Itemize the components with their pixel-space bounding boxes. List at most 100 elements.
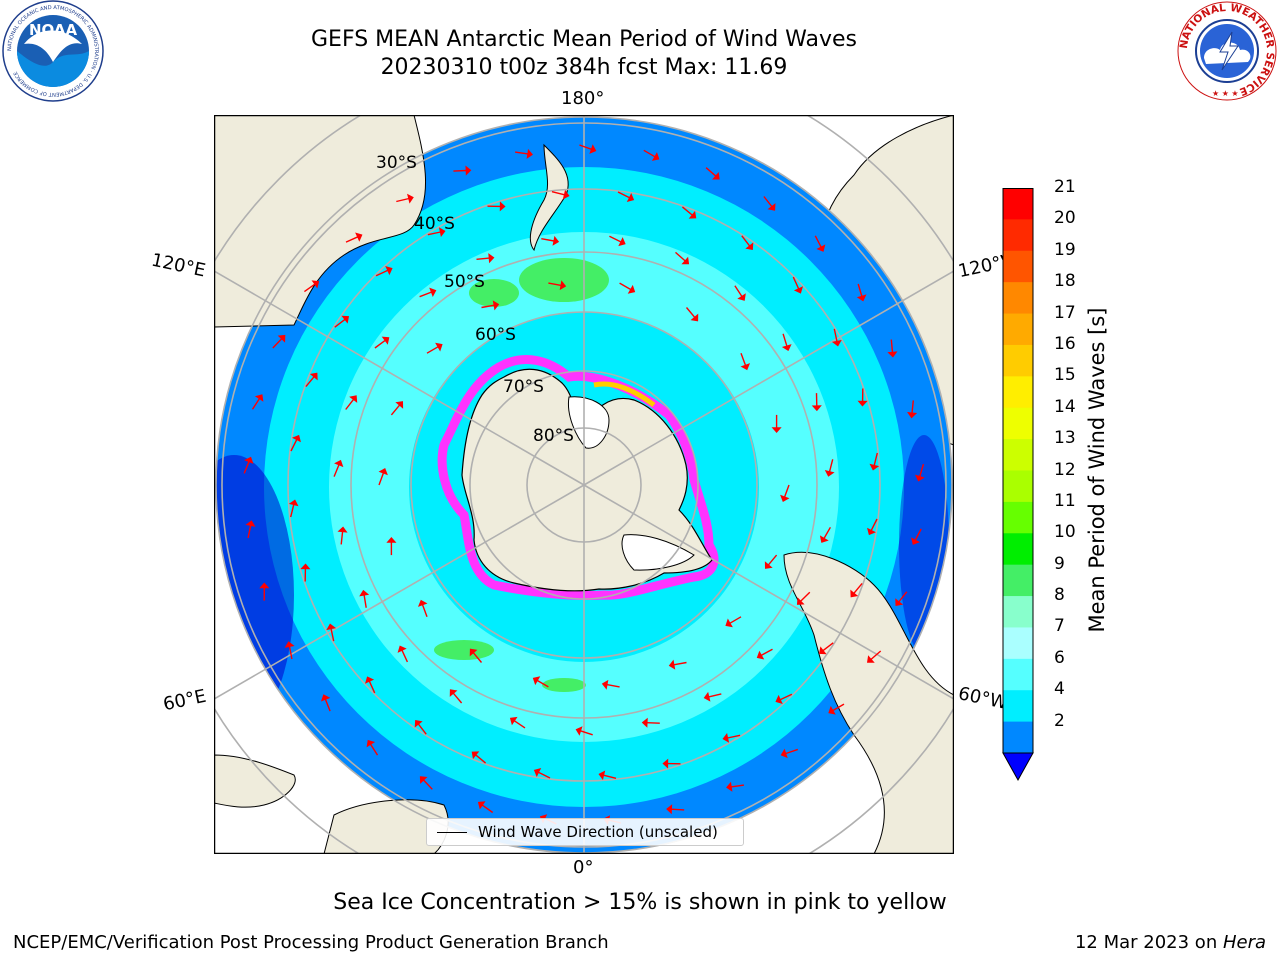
wind-wave-arrow-head xyxy=(764,561,773,569)
wind-wave-arrow-head xyxy=(740,363,751,371)
colorbar-tick-label: 12 xyxy=(1054,459,1076,480)
colorbar-block xyxy=(1003,470,1033,503)
wind-wave-arrow-shaft xyxy=(617,191,630,199)
wind-wave-arrow-head xyxy=(819,535,829,543)
wind-wave-arrow-shaft xyxy=(290,439,298,452)
wind-wave-arrow-head xyxy=(771,427,782,433)
wind-wave-arrow-shaft xyxy=(401,649,409,663)
wind-wave-arrow-shaft xyxy=(513,720,526,729)
wind-wave-arrow-shaft xyxy=(741,235,751,247)
wind-wave-arrow-head xyxy=(856,294,867,302)
colorbar-tick-label: 4 xyxy=(1054,679,1065,700)
wind-wave-arrow-shaft xyxy=(685,307,696,318)
wind-wave-arrow-shaft xyxy=(374,339,386,349)
wind-wave-arrow-head xyxy=(288,499,299,507)
wind-wave-arrow-head xyxy=(341,315,350,324)
colorbar-tick-label: 14 xyxy=(1054,396,1076,417)
wind-wave-arrow-head xyxy=(245,520,256,527)
wind-wave-arrow-head xyxy=(725,618,733,628)
wind-wave-arrow-head xyxy=(499,201,506,212)
wind-wave-arrow-shaft xyxy=(760,648,773,657)
colorbar-block xyxy=(1003,658,1033,691)
wind-wave-arrow-shaft xyxy=(730,784,744,788)
wind-wave-arrow-shaft xyxy=(823,526,832,539)
wind-wave-arrow-shaft xyxy=(675,251,686,262)
colorbar xyxy=(1002,188,1034,782)
wind-wave-arrow-head xyxy=(277,334,286,343)
wind-wave-arrow-shaft xyxy=(782,333,788,347)
wind-wave-arrow-shaft xyxy=(671,808,685,811)
wind-wave-arrow-head xyxy=(857,400,868,407)
wind-wave-arrow-head xyxy=(378,467,388,476)
wind-wave-arrow-shaft xyxy=(475,754,487,764)
wind-wave-arrow-shaft xyxy=(914,528,922,541)
colorbar-tick-label: 2 xyxy=(1054,710,1065,731)
wind-wave-arrow-head xyxy=(417,599,428,607)
wind-wave-arrow-head xyxy=(651,152,660,161)
wind-wave-arrow-head xyxy=(492,300,500,311)
wind-wave-arrow-shaft xyxy=(369,743,379,756)
ocean-field-green-1 xyxy=(519,258,609,302)
wind-wave-arrow-shaft xyxy=(800,591,811,602)
lon-label-0: 0° xyxy=(573,857,594,878)
colorbar-block xyxy=(1003,439,1033,471)
wind-wave-arrow-head xyxy=(737,293,746,301)
colorbar-block xyxy=(1003,721,1033,754)
wind-wave-arrow-shaft xyxy=(705,167,717,177)
chart-title: GEFS MEAN Antarctic Mean Period of Wind … xyxy=(311,27,857,52)
wind-wave-arrow-head xyxy=(869,463,880,471)
wind-wave-arrow-head xyxy=(598,770,606,781)
wind-wave-arrow-head xyxy=(745,242,754,251)
wind-wave-arrow-shaft xyxy=(767,554,778,566)
wind-wave-arrow-shaft xyxy=(911,400,914,414)
wind-wave-arrow-head xyxy=(552,235,560,246)
wind-wave-arrow-head xyxy=(887,351,898,358)
wind-wave-arrow-head xyxy=(355,232,363,242)
colorbar-tick-label: 7 xyxy=(1054,616,1065,637)
colorbar-tick-label: 9 xyxy=(1054,553,1065,574)
wind-wave-arrow-shaft xyxy=(481,804,494,814)
wind-wave-arrow-shaft xyxy=(890,339,894,353)
wind-wave-arrow-head xyxy=(703,691,711,702)
wind-wave-arrow-head xyxy=(477,801,486,810)
ice-shelf-ross xyxy=(567,396,610,449)
wind-wave-arrow-shaft xyxy=(538,771,551,779)
wind-wave-arrow-shaft xyxy=(763,196,773,208)
wind-wave-arrow-shaft xyxy=(417,723,427,735)
wind-wave-arrow-head xyxy=(309,372,318,381)
sea-ice-yellow-1 xyxy=(593,381,656,408)
wind-wave-arrow-shaft xyxy=(643,149,656,158)
footer-date: 12 Mar 2023 on Hera xyxy=(1075,932,1266,953)
wind-wave-arrow-shaft xyxy=(340,531,344,545)
wind-wave-arrow-shaft xyxy=(619,282,632,291)
ocean-field-green-4 xyxy=(542,678,586,692)
wind-wave-arrow-head xyxy=(895,598,904,607)
wind-wave-arrow-head xyxy=(756,650,765,660)
wind-wave-arrow-head xyxy=(334,459,344,468)
wind-wave-arrow-head xyxy=(429,287,437,297)
wind-wave-arrow-shaft xyxy=(481,304,495,309)
wind-wave-arrow-head xyxy=(627,284,636,294)
wind-wave-arrow-head xyxy=(662,758,669,769)
wind-wave-arrow-shaft xyxy=(783,484,790,498)
wind-wave-arrow-head xyxy=(465,165,472,176)
ocean-field-blue-west xyxy=(216,455,294,735)
wind-wave-arrow-shaft xyxy=(243,461,250,474)
wind-wave-arrow-head xyxy=(469,648,478,657)
colorbar-under-triangle xyxy=(1002,752,1034,782)
colorbar-tick-label: 18 xyxy=(1054,271,1076,292)
wind-wave-arrow-head xyxy=(824,469,835,477)
chart-subtitle: 20230310 t00z 384h fcst Max: 11.69 xyxy=(380,55,788,80)
wind-wave-arrow-shaft xyxy=(898,591,908,603)
wind-wave-arrow-shaft xyxy=(334,318,346,328)
colorbar-tick-label: 13 xyxy=(1054,428,1076,449)
wind-wave-arrow-head xyxy=(397,645,407,653)
wind-wave-arrow-shaft xyxy=(673,661,687,666)
colorbar-label: Mean Period of Wind Waves [s] xyxy=(1085,307,1109,633)
wind-wave-arrow-shaft xyxy=(452,692,463,704)
wind-wave-arrow-head xyxy=(780,494,790,503)
wind-wave-arrow-head xyxy=(666,804,673,815)
wind-wave-arrow-shaft xyxy=(368,680,376,694)
wind-wave-arrow-shaft xyxy=(305,376,315,388)
colorbar-tick-label: 15 xyxy=(1054,365,1076,386)
